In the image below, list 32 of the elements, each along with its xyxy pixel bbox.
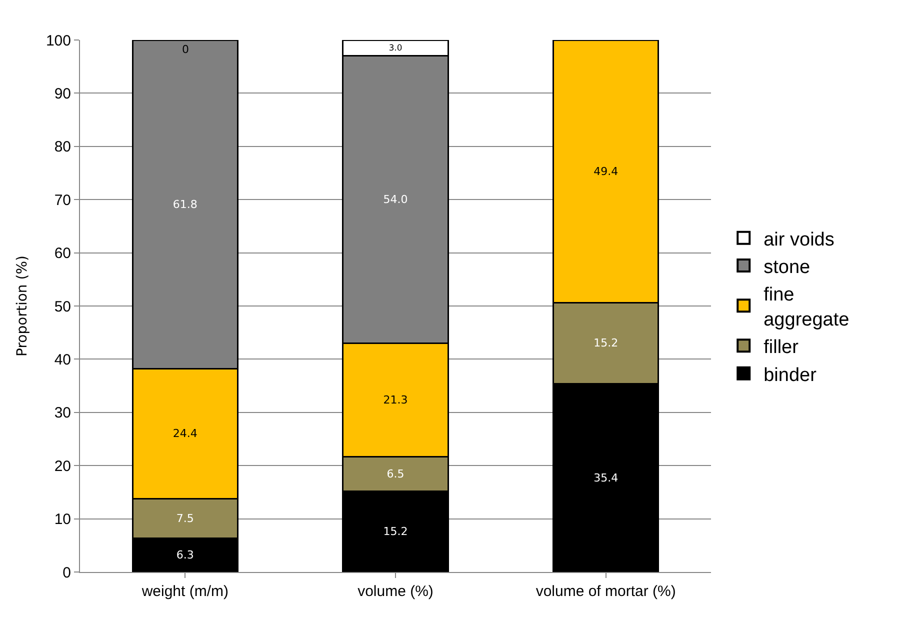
y-tick-label: 10 [54, 511, 71, 528]
y-tick-label: 30 [54, 404, 71, 422]
data-label: 61.8 [172, 198, 198, 211]
legend-label: stone [764, 256, 810, 278]
y-tick-label: 60 [54, 245, 71, 262]
data-label: 21.3 [383, 393, 408, 406]
data-label: 7.5 [176, 512, 194, 526]
data-label: 35.4 [594, 471, 618, 484]
y-tick-label: 50 [54, 298, 71, 316]
data-label: 15.2 [594, 336, 618, 350]
y-axis-title: Proportion (%) [14, 256, 31, 356]
y-tick-label: 80 [54, 138, 71, 156]
data-label: 3.0 [388, 42, 402, 53]
data-label: 54.0 [383, 193, 408, 206]
x-tick-label: volume of mortar (%) [536, 583, 676, 600]
y-tick-label: 70 [54, 192, 71, 209]
data-label: 6.3 [176, 548, 194, 562]
legend-label: air voids [764, 229, 834, 250]
data-label: 6.5 [386, 467, 404, 480]
legend-label: binder [764, 364, 818, 386]
y-tick-label: 0 [62, 564, 71, 582]
y-tick-label: 20 [54, 458, 71, 475]
data-label: 49.4 [594, 164, 618, 178]
x-tick-label: weight (m/m) [140, 583, 229, 600]
data-label: 0 [182, 43, 189, 56]
y-tick-label: 100 [46, 32, 71, 50]
y-tick-label: 90 [54, 85, 71, 102]
y-tick-label: 40 [54, 351, 71, 368]
legend-label: filler [764, 337, 800, 358]
data-label: 24.4 [172, 427, 198, 440]
data-label: 15.2 [383, 525, 408, 538]
x-tick-label: volume (%) [358, 583, 434, 600]
